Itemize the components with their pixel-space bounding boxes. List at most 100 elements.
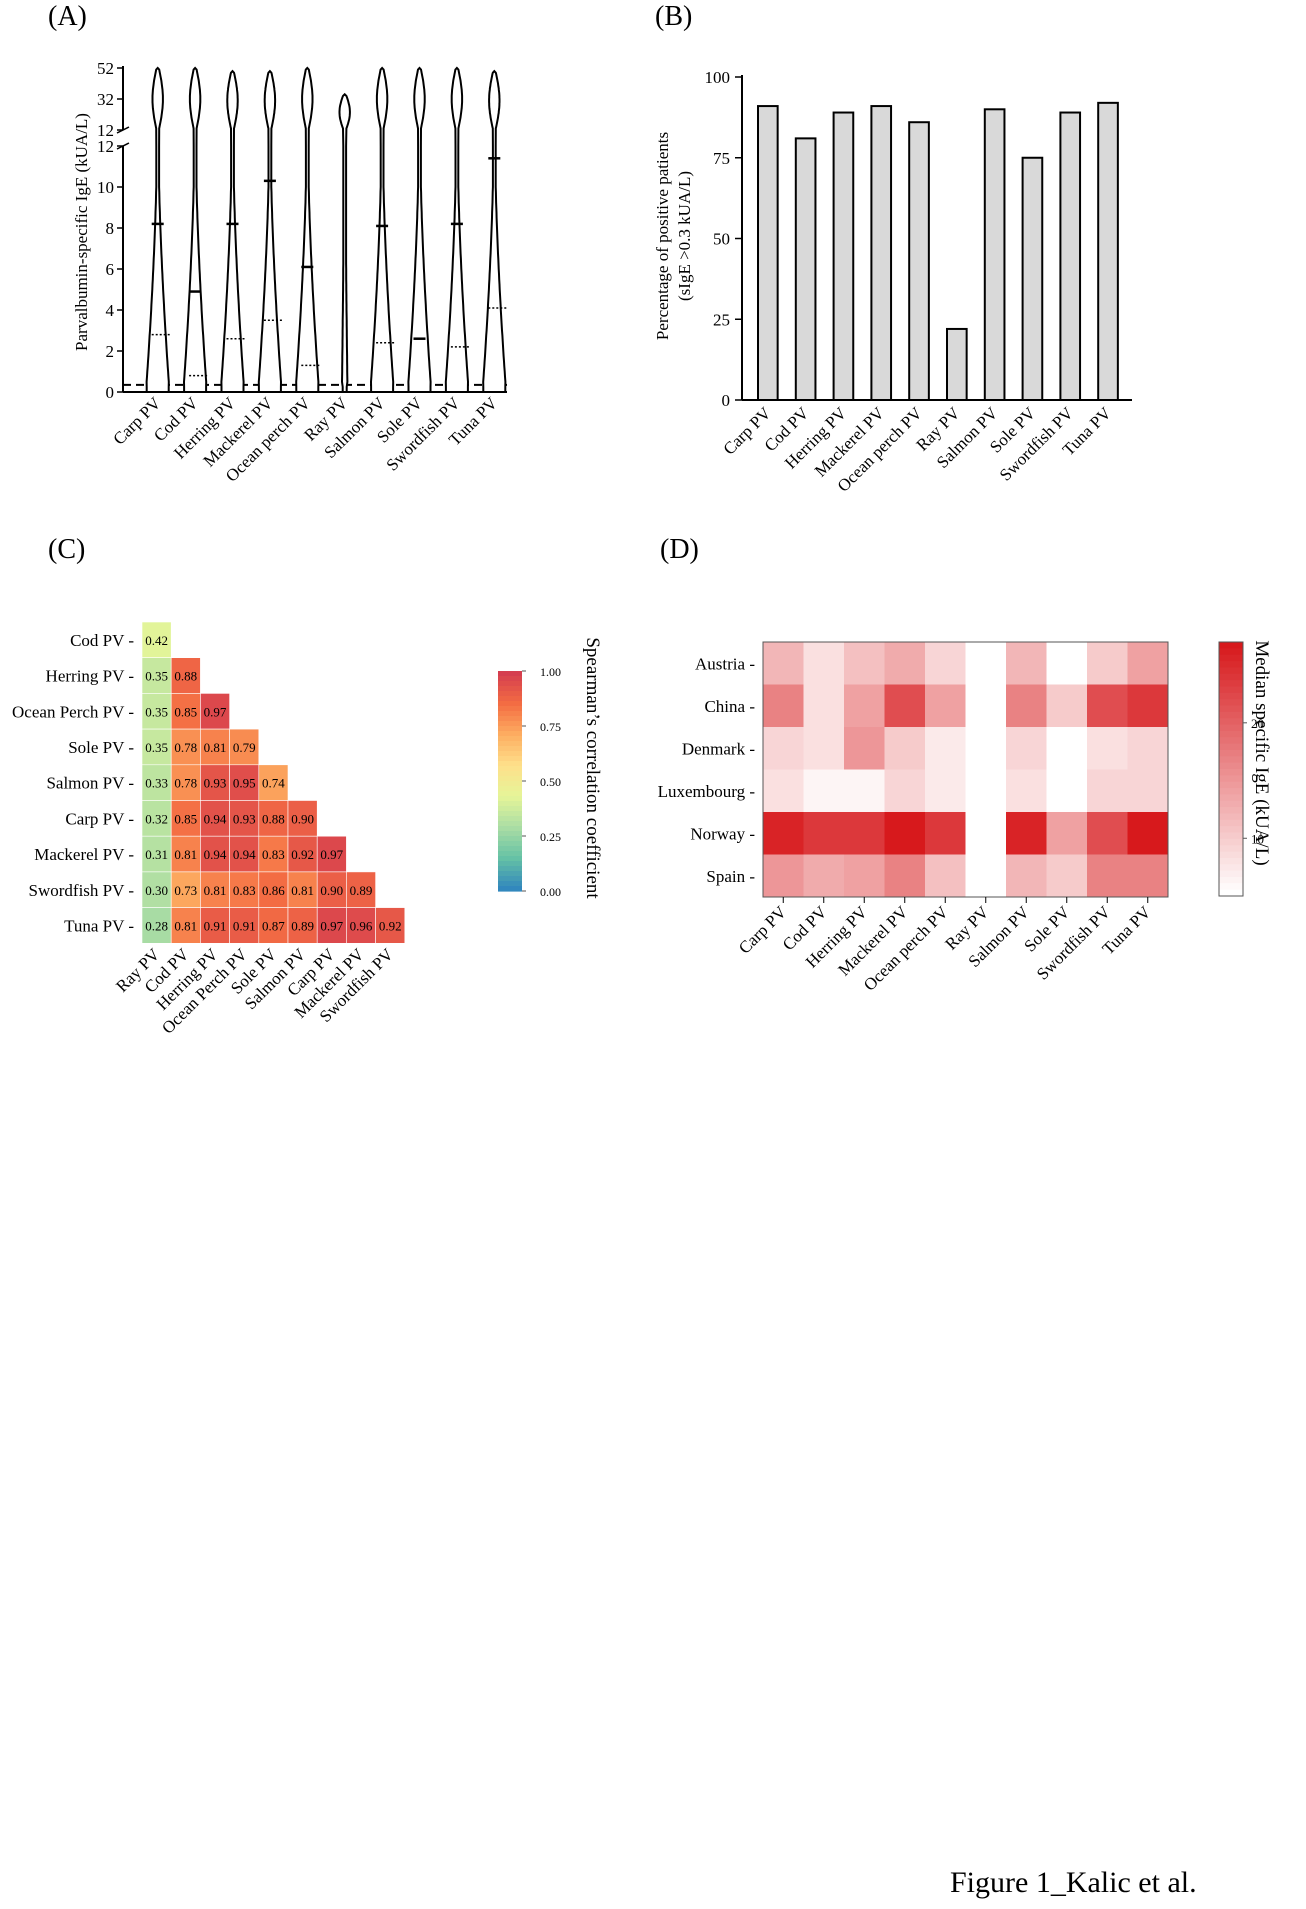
panel-c-cell	[375, 907, 406, 944]
panel-c-row-labels: Cod PV - Herring PV - Ocean Perch PV - Sole…	[12, 631, 134, 936]
panel-b-y-tick-label: 25	[713, 310, 730, 329]
panel-d-cell	[763, 684, 804, 728]
panel-c-colorbar: 0.00 0.25 0.50 0.75 1.00	[498, 665, 561, 899]
panel-c-colorbar-segment	[498, 871, 522, 877]
panel-d-cell	[1127, 854, 1169, 898]
panel-d-cell	[1087, 684, 1128, 728]
panel-c-row-label: Tuna PV -	[64, 916, 134, 935]
panel-c: (C) 0.42 0.35 0.88 0.35 0.85 0.97 0.35 0.78 0.81…	[12, 534, 603, 1038]
panel-c-colorbar-segment	[498, 776, 522, 782]
panel-a-y-tick-label: 6	[106, 260, 115, 279]
panel-d-cell	[925, 727, 966, 770]
panel-d-cell	[925, 854, 966, 898]
panel-c-cell-label: 0.89	[350, 883, 373, 898]
panel-a-y-tick-label: 2	[106, 342, 115, 361]
panel-d-colorbar-segment	[1219, 876, 1243, 884]
panel-c-colorbar-segment	[498, 866, 522, 872]
panel-b-x-tick-label: Carp PV	[719, 403, 775, 459]
panel-d-colorbar-segment	[1219, 654, 1243, 662]
panel-c-cell	[141, 764, 172, 801]
panel-d-column-label: Carp PV	[735, 902, 791, 958]
panel-c-cell	[346, 907, 376, 944]
panel-d-cell	[803, 642, 845, 685]
panel-c-colorbar-segment	[498, 736, 522, 742]
panel-c-cell	[170, 907, 201, 944]
panel-c-colorbar-segment	[498, 746, 522, 752]
panel-c-cell-label: 0.42	[145, 633, 168, 648]
panel-d-cell	[1127, 812, 1169, 855]
panel-c-cell	[316, 835, 347, 873]
panel-c-colorbar-segment	[498, 851, 522, 857]
panel-c-cell-label: 0.35	[145, 669, 168, 684]
panel-d-cell	[844, 684, 885, 728]
panel-c-cell	[258, 800, 289, 837]
panel-c-colorbar-tick-label: 1.00	[540, 665, 561, 679]
panel-d-row-label: Norway -	[690, 824, 755, 843]
panel-c-cell	[287, 907, 318, 944]
panel-c-cell-label: 0.73	[174, 883, 197, 898]
panel-a-y-tick-label: 0	[106, 383, 115, 402]
panel-c-colorbar-segment	[498, 766, 522, 772]
panel-c-cell	[258, 764, 289, 801]
panel-c-colorbar-segment	[498, 841, 522, 847]
panel-d-cell	[965, 769, 1007, 813]
panel-d-cell	[884, 854, 926, 898]
panel-d-cell	[1006, 769, 1047, 813]
panel-c-cell	[200, 871, 230, 908]
panel-d-cell	[803, 769, 845, 813]
panel-c-colorbar-segment	[498, 826, 522, 832]
panel-a-y-tick-label: 12	[97, 137, 114, 156]
panel-d-colorbar-tick-label: 20	[1251, 716, 1264, 731]
panel-c-colorbar-segment	[498, 811, 522, 817]
panel-c-cell-label: 0.83	[262, 847, 285, 862]
panel-d-colorbar-label: Median specific IgE (kUA/L)	[1251, 640, 1272, 865]
panel-c-cell	[229, 728, 260, 766]
panel-c-cell	[141, 657, 172, 694]
panel-d-cell	[844, 854, 885, 898]
panel-d-colorbar-segment	[1219, 851, 1243, 859]
panel-d-cell	[884, 812, 926, 855]
panel-c-cell-label: 0.94	[204, 811, 227, 826]
panel-c-cell-label: 0.78	[174, 740, 197, 755]
panel-d-colorbar-segment	[1219, 667, 1243, 675]
panel-b-y-tick-label: 0	[722, 391, 731, 410]
panel-c-cell	[346, 871, 376, 908]
panel-a-violin	[295, 66, 320, 393]
panel-d-frame	[762, 641, 1169, 898]
panel-c-letter: (C)	[48, 534, 85, 565]
panel-b-bars	[757, 101, 1119, 402]
panel-c-cell-label: 0.28	[145, 918, 168, 933]
panel-c-row-label: Herring PV -	[46, 667, 135, 686]
panel-d-colorbar-segment	[1219, 680, 1243, 688]
panel-b-bar	[946, 327, 968, 401]
panel-d-cell	[844, 727, 885, 770]
panel-d-colorbar-segment	[1219, 775, 1243, 783]
panel-d-colorbar-segment	[1219, 711, 1243, 719]
panel-d-colorbar-segment	[1219, 718, 1243, 726]
panel-c-cell	[316, 871, 347, 908]
panel-c-colorbar-segment	[498, 781, 522, 787]
panel-c-cell	[200, 907, 230, 944]
panel-c-colorbar-segment	[498, 806, 522, 812]
panel-c-cell-label: 0.31	[145, 847, 168, 862]
panel-c-cell-label: 0.97	[320, 847, 343, 862]
panel-c-colorbar-segment	[498, 836, 522, 842]
panel-a-y-tick-label: 10	[97, 178, 114, 197]
panel-d-cell	[803, 684, 845, 728]
panel-c-cell-label: 0.81	[174, 918, 197, 933]
panel-c-cell-label: 0.93	[204, 776, 227, 791]
panel-b-bar	[757, 105, 779, 401]
panel-c-cell-label: 0.88	[262, 811, 285, 826]
panel-d-cell	[884, 769, 926, 813]
panel-d-colorbar-segment	[1219, 749, 1243, 757]
panel-d-colorbar-segment	[1219, 762, 1243, 770]
panel-a-violins	[145, 66, 507, 393]
panel-c-colorbar-segment	[498, 701, 522, 707]
panel-d-cell	[763, 642, 804, 685]
panel-c-row-label: Cod PV -	[70, 631, 134, 650]
panel-b-y-tick-label: 100	[705, 68, 731, 87]
panel-c-cell	[287, 835, 318, 873]
